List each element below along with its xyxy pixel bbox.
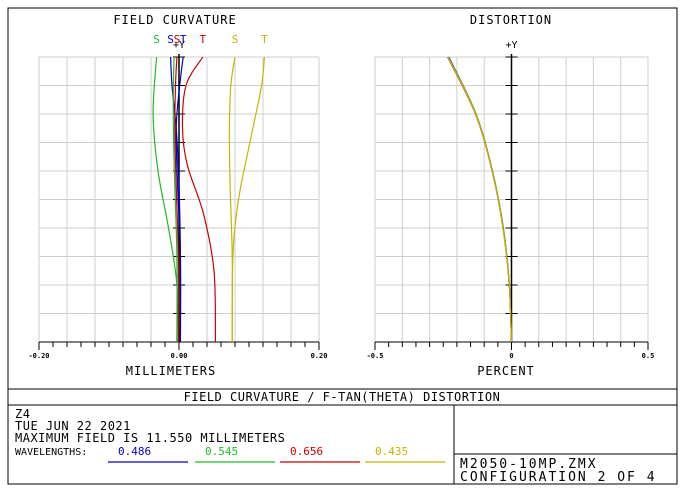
configuration: CONFIGURATION 2 OF 4 — [460, 470, 657, 485]
field-curvature-chart: +Y-0.20 0.00 0.20S S S T T S T — [28, 33, 327, 360]
wavelength-value: 0.486 — [118, 445, 151, 458]
x-tick-label: 0 — [509, 352, 513, 360]
curve-label: T — [199, 33, 206, 46]
series-0.435 — [447, 56, 513, 343]
series-0.656-S — [174, 56, 180, 343]
curve-label: S — [174, 33, 181, 46]
curve-label: S — [153, 33, 160, 46]
x-tick-label: 0.00 — [171, 352, 188, 360]
distortion-title: DISTORTION — [470, 13, 552, 27]
fc-xlabel: MILLIMETERS — [126, 364, 216, 378]
wavelength-legend: 0.486 0.545 0.656 0.435 — [108, 445, 445, 463]
footer-line-max-field: MAXIMUM FIELD IS 11.550 MILLIMETERS — [15, 431, 285, 445]
series-0.486-T — [175, 56, 184, 343]
series-0.435-T — [231, 56, 265, 343]
file-name: M2050-10MP.ZMX — [460, 457, 598, 472]
curve-label: S — [232, 33, 239, 46]
footer-line-date: TUE JUN 22 2021 — [15, 419, 131, 433]
footer-line-z: Z4 — [15, 407, 30, 421]
y-axis-label: +Y — [505, 40, 517, 51]
x-tick-label: -0.5 — [367, 352, 384, 360]
y-axis-label: +Y — [173, 40, 185, 51]
dist-xlabel: PERCENT — [477, 364, 535, 378]
field-curvature-title: FIELD CURVATURE — [113, 13, 236, 27]
footer-title: FIELD CURVATURE / F-TAN(THETA) DISTORTIO… — [184, 390, 501, 404]
wavelength-value: 0.545 — [205, 445, 238, 458]
x-tick-label: 0.5 — [642, 352, 655, 360]
outer-frame — [7, 7, 678, 485]
curve-label: T — [180, 33, 187, 46]
x-tick-label: -0.20 — [28, 352, 49, 360]
wavelength-value: 0.656 — [290, 445, 323, 458]
curve-label: S — [167, 33, 174, 46]
distortion-chart: +Y -0.5 0 0.5 — [367, 40, 655, 360]
series-0.656-T — [181, 56, 216, 343]
wavelength-value: 0.435 — [375, 445, 408, 458]
series-0.545-T — [172, 56, 178, 343]
wavelengths-label: WAVELENGTHS: — [15, 447, 87, 458]
curve-label: T — [261, 33, 268, 46]
x-tick-label: 0.20 — [311, 352, 328, 360]
